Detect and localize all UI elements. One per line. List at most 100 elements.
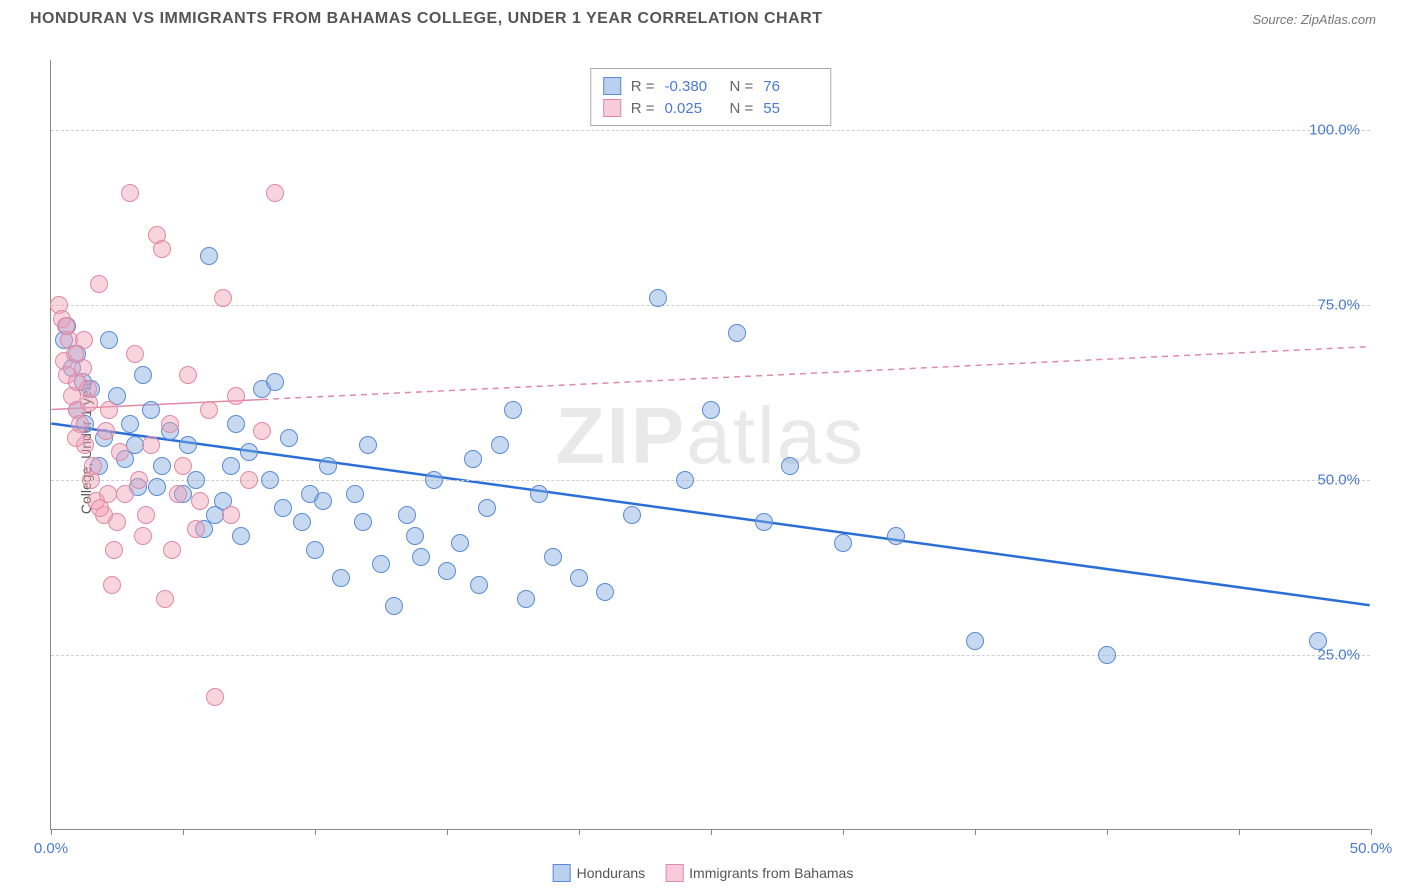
x-tick — [447, 829, 448, 835]
data-point-s1 — [728, 324, 746, 342]
data-point-s2 — [108, 513, 126, 531]
y-tick-label: 25.0% — [1317, 647, 1360, 664]
data-point-s1 — [227, 415, 245, 433]
data-point-s1 — [406, 527, 424, 545]
data-point-s2 — [111, 443, 129, 461]
legend-swatch-s2 — [665, 864, 683, 882]
data-point-s1 — [359, 436, 377, 454]
source-attribution: Source: ZipAtlas.com — [1252, 12, 1376, 27]
data-point-s2 — [156, 590, 174, 608]
stats-row-s1: R = -0.380 N = 76 — [603, 75, 819, 97]
data-point-s1 — [179, 436, 197, 454]
data-point-s2 — [57, 317, 75, 335]
data-point-s1 — [755, 513, 773, 531]
data-point-s1 — [232, 527, 250, 545]
x-tick — [975, 829, 976, 835]
data-point-s2 — [187, 520, 205, 538]
data-point-s1 — [530, 485, 548, 503]
data-point-s2 — [222, 506, 240, 524]
data-point-s1 — [412, 548, 430, 566]
data-point-s2 — [161, 415, 179, 433]
data-point-s2 — [67, 429, 85, 447]
correlation-stats-box: R = -0.380 N = 76 R = 0.025 N = 55 — [590, 68, 832, 126]
data-point-s2 — [84, 457, 102, 475]
data-point-s1 — [354, 513, 372, 531]
n-label: N = — [730, 100, 754, 117]
data-point-s2 — [75, 331, 93, 349]
data-point-s1 — [570, 569, 588, 587]
data-point-s1 — [148, 478, 166, 496]
data-point-s2 — [191, 492, 209, 510]
data-point-s2 — [169, 485, 187, 503]
legend-item-s2: Immigrants from Bahamas — [665, 864, 853, 882]
data-point-s1 — [261, 471, 279, 489]
data-point-s1 — [187, 471, 205, 489]
data-point-s2 — [100, 401, 118, 419]
swatch-s1 — [603, 77, 621, 95]
data-point-s2 — [90, 275, 108, 293]
stats-row-s2: R = 0.025 N = 55 — [603, 97, 819, 119]
data-point-s1 — [266, 373, 284, 391]
data-point-s1 — [438, 562, 456, 580]
data-point-s1 — [517, 590, 535, 608]
gridline-h — [51, 655, 1370, 656]
gridline-h — [51, 305, 1370, 306]
source-name: ZipAtlas.com — [1301, 12, 1376, 27]
data-point-s1 — [121, 415, 139, 433]
legend-label-s1: Hondurans — [577, 865, 646, 881]
data-point-s2 — [206, 688, 224, 706]
x-tick — [843, 829, 844, 835]
gridline-h — [51, 130, 1370, 131]
data-point-s1 — [478, 499, 496, 517]
watermark-bold: ZIP — [556, 390, 686, 479]
data-point-s1 — [153, 457, 171, 475]
data-point-s2 — [179, 366, 197, 384]
data-point-s2 — [266, 184, 284, 202]
data-point-s1 — [491, 436, 509, 454]
data-point-s2 — [103, 576, 121, 594]
r-value-s2: 0.025 — [665, 100, 720, 117]
legend-swatch-s1 — [553, 864, 571, 882]
data-point-s2 — [126, 345, 144, 363]
data-point-s2 — [142, 436, 160, 454]
x-tick-label: 0.0% — [34, 840, 68, 857]
data-point-s1 — [966, 632, 984, 650]
n-label: N = — [730, 78, 754, 95]
data-point-s1 — [274, 499, 292, 517]
x-tick — [1107, 829, 1108, 835]
data-point-s2 — [163, 541, 181, 559]
data-point-s1 — [385, 597, 403, 615]
n-value-s1: 76 — [763, 78, 818, 95]
data-point-s1 — [332, 569, 350, 587]
data-point-s1 — [142, 401, 160, 419]
data-point-s1 — [702, 401, 720, 419]
data-point-s1 — [834, 534, 852, 552]
data-point-s1 — [676, 471, 694, 489]
chart-title: HONDURAN VS IMMIGRANTS FROM BAHAMAS COLL… — [30, 10, 822, 28]
x-tick — [51, 829, 52, 835]
data-point-s1 — [200, 247, 218, 265]
r-value-s1: -0.380 — [665, 78, 720, 95]
data-point-s2 — [105, 541, 123, 559]
data-point-s2 — [200, 401, 218, 419]
data-point-s1 — [544, 548, 562, 566]
swatch-s2 — [603, 99, 621, 117]
data-point-s2 — [74, 359, 92, 377]
r-label: R = — [631, 78, 655, 95]
data-point-s1 — [319, 457, 337, 475]
data-point-s1 — [280, 429, 298, 447]
data-point-s2 — [153, 240, 171, 258]
data-point-s2 — [240, 471, 258, 489]
data-point-s2 — [97, 422, 115, 440]
n-value-s2: 55 — [763, 100, 818, 117]
data-point-s1 — [464, 450, 482, 468]
x-tick — [579, 829, 580, 835]
scatter-chart: ZIPatlas R = -0.380 N = 76 R = 0.025 N =… — [50, 60, 1370, 830]
data-point-s2 — [134, 527, 152, 545]
data-point-s2 — [253, 422, 271, 440]
data-point-s1 — [425, 471, 443, 489]
data-point-s1 — [781, 457, 799, 475]
data-point-s2 — [214, 289, 232, 307]
x-tick — [1371, 829, 1372, 835]
y-tick-label: 100.0% — [1309, 122, 1360, 139]
